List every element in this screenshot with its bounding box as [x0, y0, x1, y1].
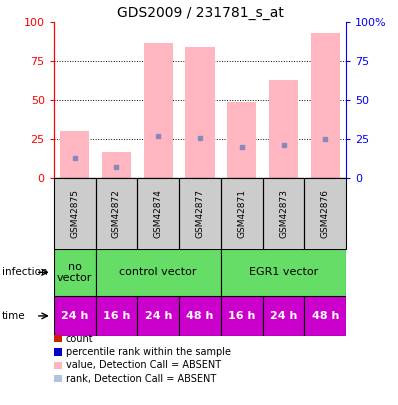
Text: 48 h: 48 h	[312, 311, 339, 321]
Text: percentile rank within the sample: percentile rank within the sample	[66, 347, 231, 357]
Bar	[54, 348, 62, 356]
Text: GSM42875: GSM42875	[70, 189, 79, 238]
Text: time: time	[2, 311, 25, 321]
Text: GSM42876: GSM42876	[321, 189, 330, 238]
Bar	[137, 178, 179, 249]
Text: rank, Detection Call = ABSENT: rank, Detection Call = ABSENT	[66, 374, 216, 384]
Bar	[263, 296, 304, 336]
Bar	[96, 249, 221, 296]
Bar	[263, 178, 304, 249]
Bar	[60, 131, 89, 178]
Bar	[179, 178, 221, 249]
Bar	[102, 152, 131, 178]
Text: 24 h: 24 h	[270, 311, 297, 321]
Bar	[221, 249, 346, 296]
Text: 24 h: 24 h	[144, 311, 172, 321]
Title: GDS2009 / 231781_s_at: GDS2009 / 231781_s_at	[117, 6, 283, 20]
Text: GSM42873: GSM42873	[279, 189, 288, 238]
Bar	[311, 33, 340, 178]
Bar	[304, 296, 346, 336]
Bar	[54, 362, 62, 369]
Text: EGR1 vector: EGR1 vector	[249, 267, 318, 277]
Bar	[221, 178, 263, 249]
Bar	[221, 296, 263, 336]
Bar	[96, 178, 137, 249]
Text: value, Detection Call = ABSENT: value, Detection Call = ABSENT	[66, 360, 221, 370]
Bar	[185, 47, 215, 178]
Bar	[54, 249, 96, 296]
Bar	[227, 102, 256, 178]
Text: 24 h: 24 h	[61, 311, 88, 321]
Text: no
vector: no vector	[57, 262, 92, 283]
Bar	[96, 296, 137, 336]
Text: count: count	[66, 334, 93, 343]
Bar	[304, 178, 346, 249]
Text: GSM42872: GSM42872	[112, 189, 121, 238]
Text: GSM42874: GSM42874	[154, 189, 163, 238]
Bar	[54, 296, 96, 336]
Bar	[144, 43, 173, 178]
Bar	[54, 335, 62, 342]
Text: 48 h: 48 h	[186, 311, 214, 321]
Text: 16 h: 16 h	[103, 311, 130, 321]
Text: infection: infection	[2, 267, 48, 277]
Text: control vector: control vector	[119, 267, 197, 277]
Bar	[54, 375, 62, 382]
Bar	[179, 296, 221, 336]
Bar	[54, 178, 96, 249]
Text: GSM42871: GSM42871	[237, 189, 246, 238]
Text: GSM42877: GSM42877	[195, 189, 205, 238]
Bar	[269, 80, 298, 178]
Text: 16 h: 16 h	[228, 311, 256, 321]
Bar	[137, 296, 179, 336]
